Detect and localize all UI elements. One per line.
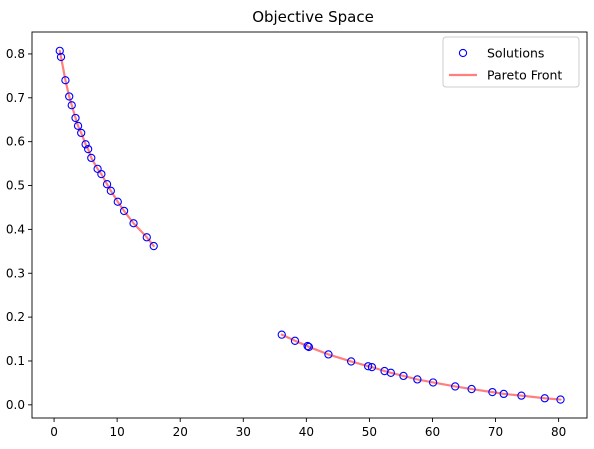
legend: Solutions Pareto Front: [442, 36, 580, 88]
solution-point: [129, 219, 138, 228]
solution-point: [303, 341, 312, 351]
plot-frame: [31, 31, 588, 419]
solution-point: [399, 371, 408, 381]
solution-point: [73, 121, 83, 131]
y-tick-label: 0.0: [6, 398, 25, 412]
solution-point: [467, 384, 476, 394]
solution-point: [149, 241, 158, 251]
x-tick-label: 80: [551, 425, 566, 439]
solution-point: [61, 76, 70, 85]
x-tick-label: 70: [488, 425, 503, 439]
pareto-front-line: [58, 49, 155, 248]
x-tick-label: 30: [236, 425, 251, 439]
solution-point: [367, 362, 377, 372]
solution-point: [142, 233, 151, 242]
y-tick-label: 0.8: [6, 47, 25, 61]
legend-label: Solutions: [487, 46, 544, 61]
solution-point: [277, 330, 286, 339]
solution-point: [363, 362, 373, 371]
x-tick-label: 20: [173, 425, 188, 439]
solution-point: [81, 140, 90, 149]
solution-point: [413, 375, 422, 384]
solution-point: [556, 395, 565, 404]
y-tick-label: 0.6: [6, 135, 25, 149]
solution-point: [113, 197, 122, 206]
solution-point: [106, 186, 115, 195]
solution-point: [488, 387, 497, 397]
solution-point: [304, 342, 314, 352]
legend-label: Pareto Front: [487, 68, 562, 83]
solution-point: [87, 153, 96, 163]
x-tick-label: 50: [362, 425, 377, 439]
solution-point: [517, 391, 526, 400]
solution-point: [97, 169, 106, 179]
pareto-front-line: [280, 333, 562, 401]
solution-point: [65, 92, 74, 101]
solution-point: [83, 144, 93, 154]
pareto-front-layer: [58, 49, 562, 401]
y-tick-label: 0.5: [6, 179, 25, 193]
solution-point: [290, 336, 300, 345]
solution-point: [451, 382, 460, 391]
solution-point: [386, 368, 396, 377]
x-tick-label: 40: [299, 425, 314, 439]
axes: 0 10 20 30 40 50 60 70 80 0.0 0.1 0.2 0.3 0.4 0.5 0.6 0.…: [6, 31, 588, 439]
y-tick-label: 0.4: [6, 222, 25, 236]
solution-point: [71, 113, 80, 123]
y-tick-label: 0.3: [6, 266, 25, 280]
x-tick-label: 0: [50, 425, 58, 439]
legend-marker-solutions: [458, 48, 468, 58]
solution-point: [346, 357, 356, 366]
solution-point: [56, 52, 66, 62]
solution-point: [77, 128, 86, 138]
y-tick-label: 0.2: [6, 310, 25, 324]
chart-title: Objective Space: [252, 8, 374, 26]
solution-point: [55, 46, 64, 56]
x-tick-label: 60: [425, 425, 440, 439]
solution-point: [540, 394, 549, 403]
solution-point: [324, 350, 333, 359]
solution-point: [499, 389, 508, 399]
solutions-layer: [55, 46, 565, 404]
x-tick-label: 10: [110, 425, 125, 439]
y-tick-label: 0.1: [6, 354, 25, 368]
solution-point: [102, 180, 112, 189]
y-tick-label: 0.7: [6, 91, 25, 105]
solution-point: [119, 206, 129, 216]
solution-point: [67, 101, 76, 110]
solution-point: [428, 378, 438, 387]
